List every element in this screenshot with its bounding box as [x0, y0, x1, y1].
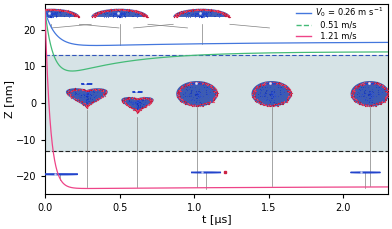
- Polygon shape: [66, 88, 108, 108]
- Polygon shape: [23, 9, 79, 17]
- Circle shape: [350, 172, 380, 173]
- Polygon shape: [173, 9, 230, 17]
- Bar: [45, 55, 388, 150]
- Polygon shape: [91, 9, 148, 17]
- Circle shape: [191, 172, 221, 173]
- Legend: $V_0$ = 0.26 m s$^{-1}$,   0.51 m/s,   1.21 m/s: $V_0$ = 0.26 m s$^{-1}$, 0.51 m/s, 1.21 …: [296, 5, 384, 41]
- Y-axis label: Z [nm]: Z [nm]: [4, 80, 14, 118]
- Circle shape: [42, 174, 78, 175]
- Polygon shape: [350, 81, 389, 107]
- Polygon shape: [252, 81, 292, 107]
- Polygon shape: [176, 81, 218, 107]
- X-axis label: t [μs]: t [μs]: [201, 215, 231, 225]
- Polygon shape: [122, 97, 154, 113]
